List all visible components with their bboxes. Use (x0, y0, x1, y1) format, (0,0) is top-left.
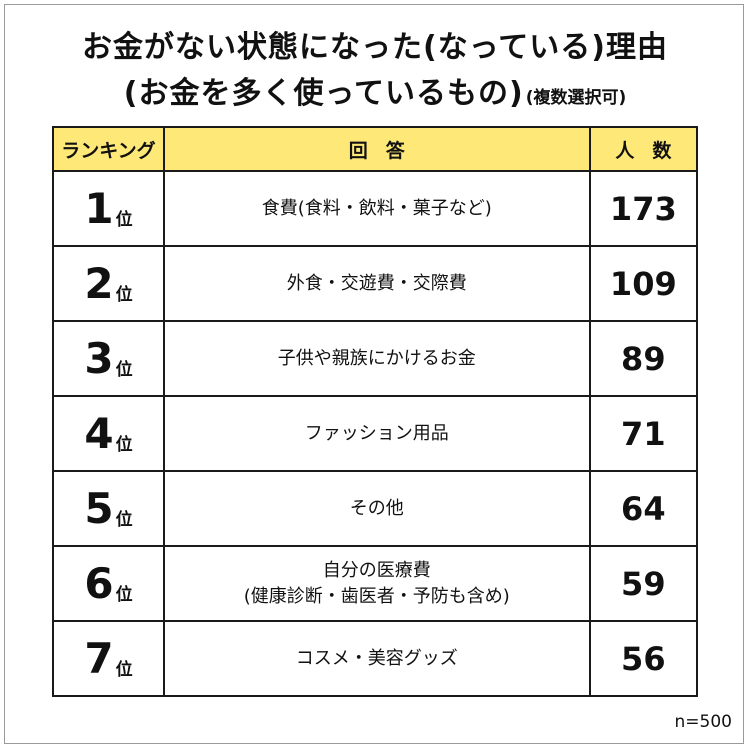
answer-text: コスメ・美容グッズ (295, 647, 458, 669)
title-line-1: お金がない状態になった(なっている)理由 (82, 30, 668, 65)
count-cell: 109 (588, 245, 699, 322)
rank-number: 4 (84, 409, 114, 458)
answer-cell: 子供や親族にかけるお金 (162, 320, 591, 397)
title-line-2: (お金を多く使っているもの) (123, 76, 524, 111)
answer-text: 自分の医療費 (322, 559, 431, 581)
header-row: ランキング 回答 人数 (52, 126, 699, 172)
sample-size: n=500 (674, 712, 732, 732)
rank-suffix: 位 (115, 285, 133, 305)
answer-cell: 自分の医療費 (健康診断・歯医者・予防も含め) (162, 545, 591, 622)
outer-frame (4, 4, 744, 744)
count-cell: 64 (588, 470, 699, 547)
answer-cell: ファッション用品 (162, 395, 591, 472)
answer-cell: その他 (162, 470, 591, 547)
count-cell: 71 (588, 395, 699, 472)
header-rank: ランキング (52, 126, 165, 172)
rank-suffix: 位 (115, 660, 133, 680)
rank-number: 7 (84, 634, 114, 683)
answer-cell: コスメ・美容グッズ (162, 620, 591, 697)
answer-text: 子供や親族にかけるお金 (277, 347, 476, 369)
title-line-2-wrap: (お金を多く使っているもの) (複数選択可) (0, 68, 750, 112)
answer-subtext: (健康診断・歯医者・予防も含め) (243, 585, 510, 607)
rank-number: 5 (84, 484, 114, 533)
count-cell: 89 (588, 320, 699, 397)
answer-text: ファッション用品 (304, 422, 449, 444)
rank-suffix: 位 (115, 210, 133, 230)
header-count: 人数 (588, 126, 699, 172)
header-answer: 回答 (162, 126, 591, 172)
title-note: (複数選択可) (525, 88, 627, 108)
count-cell: 59 (588, 545, 699, 622)
rank-number: 1 (84, 184, 114, 233)
rank-suffix: 位 (115, 435, 133, 455)
answer-text: 食費(食料・飲料・菓子など) (261, 197, 492, 219)
rank-suffix: 位 (115, 360, 133, 380)
rank-suffix: 位 (115, 510, 133, 530)
answer-cell: 外食・交遊費・交際費 (162, 245, 591, 322)
answer-cell: 食費(食料・飲料・菓子など) (162, 170, 591, 247)
rank-number: 2 (84, 259, 114, 308)
answer-text: その他 (349, 497, 404, 519)
answer-text: 外食・交遊費・交際費 (286, 272, 467, 294)
rank-number: 3 (84, 334, 114, 383)
count-cell: 56 (588, 620, 699, 697)
rank-suffix: 位 (115, 585, 133, 605)
count-cell: 173 (588, 170, 699, 247)
rank-number: 6 (84, 559, 114, 608)
